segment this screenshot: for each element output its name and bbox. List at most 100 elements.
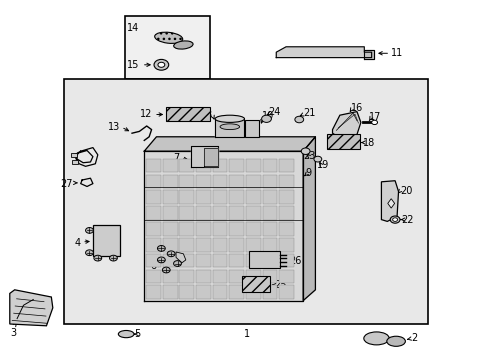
- Text: 1: 1: [244, 329, 249, 339]
- FancyBboxPatch shape: [179, 222, 194, 236]
- Circle shape: [371, 120, 377, 125]
- FancyBboxPatch shape: [179, 285, 194, 299]
- FancyBboxPatch shape: [179, 190, 194, 204]
- FancyBboxPatch shape: [196, 254, 210, 267]
- FancyBboxPatch shape: [179, 175, 194, 188]
- Circle shape: [157, 257, 165, 263]
- FancyBboxPatch shape: [196, 206, 210, 220]
- Polygon shape: [381, 181, 398, 221]
- FancyBboxPatch shape: [63, 79, 427, 324]
- FancyBboxPatch shape: [245, 159, 260, 172]
- FancyBboxPatch shape: [212, 206, 227, 220]
- FancyBboxPatch shape: [196, 190, 210, 204]
- FancyBboxPatch shape: [262, 222, 277, 236]
- FancyBboxPatch shape: [71, 153, 77, 157]
- FancyBboxPatch shape: [72, 160, 78, 164]
- FancyBboxPatch shape: [179, 270, 194, 283]
- FancyBboxPatch shape: [93, 225, 120, 256]
- FancyBboxPatch shape: [229, 254, 244, 267]
- Polygon shape: [303, 137, 315, 301]
- Text: 18: 18: [362, 138, 374, 148]
- Polygon shape: [176, 252, 185, 263]
- FancyBboxPatch shape: [245, 175, 260, 188]
- Polygon shape: [364, 50, 373, 59]
- Text: 21: 21: [303, 108, 315, 118]
- Text: 26: 26: [289, 256, 301, 266]
- FancyBboxPatch shape: [326, 134, 359, 149]
- Text: 12: 12: [140, 109, 152, 120]
- Ellipse shape: [220, 124, 239, 130]
- FancyBboxPatch shape: [279, 222, 293, 236]
- FancyBboxPatch shape: [179, 254, 194, 267]
- Circle shape: [85, 250, 93, 256]
- FancyBboxPatch shape: [212, 190, 227, 204]
- Circle shape: [85, 228, 93, 233]
- FancyBboxPatch shape: [163, 206, 177, 220]
- Text: 16: 16: [350, 103, 363, 113]
- FancyBboxPatch shape: [163, 254, 177, 267]
- Polygon shape: [190, 146, 217, 167]
- Ellipse shape: [154, 32, 183, 44]
- Circle shape: [173, 261, 181, 266]
- FancyBboxPatch shape: [179, 238, 194, 252]
- FancyBboxPatch shape: [245, 238, 260, 252]
- FancyBboxPatch shape: [229, 159, 244, 172]
- FancyBboxPatch shape: [245, 254, 260, 267]
- FancyBboxPatch shape: [229, 285, 244, 299]
- FancyBboxPatch shape: [245, 270, 260, 283]
- Circle shape: [109, 255, 117, 261]
- Polygon shape: [276, 47, 371, 58]
- Text: 15: 15: [127, 60, 139, 70]
- FancyBboxPatch shape: [163, 285, 177, 299]
- FancyBboxPatch shape: [245, 206, 260, 220]
- Polygon shape: [215, 119, 244, 137]
- FancyBboxPatch shape: [212, 175, 227, 188]
- Circle shape: [389, 216, 399, 223]
- FancyBboxPatch shape: [249, 251, 279, 268]
- FancyBboxPatch shape: [242, 276, 270, 292]
- FancyBboxPatch shape: [229, 206, 244, 220]
- Ellipse shape: [386, 336, 405, 346]
- FancyBboxPatch shape: [262, 285, 277, 299]
- Text: 17: 17: [368, 112, 381, 122]
- Text: 5: 5: [134, 329, 141, 339]
- FancyBboxPatch shape: [212, 159, 227, 172]
- FancyBboxPatch shape: [163, 238, 177, 252]
- FancyBboxPatch shape: [163, 175, 177, 188]
- Polygon shape: [144, 151, 303, 301]
- FancyBboxPatch shape: [146, 254, 161, 267]
- FancyBboxPatch shape: [279, 238, 293, 252]
- FancyBboxPatch shape: [245, 190, 260, 204]
- FancyBboxPatch shape: [196, 270, 210, 283]
- Circle shape: [158, 62, 164, 67]
- Text: 2: 2: [410, 333, 416, 343]
- FancyBboxPatch shape: [146, 175, 161, 188]
- Polygon shape: [144, 137, 315, 151]
- FancyBboxPatch shape: [262, 254, 277, 267]
- FancyBboxPatch shape: [196, 159, 210, 172]
- FancyBboxPatch shape: [279, 175, 293, 188]
- Text: 8: 8: [204, 110, 211, 120]
- FancyBboxPatch shape: [163, 190, 177, 204]
- FancyBboxPatch shape: [212, 254, 227, 267]
- FancyBboxPatch shape: [166, 107, 210, 121]
- FancyBboxPatch shape: [279, 190, 293, 204]
- FancyBboxPatch shape: [212, 222, 227, 236]
- Text: 4: 4: [74, 238, 81, 248]
- FancyBboxPatch shape: [196, 238, 210, 252]
- FancyBboxPatch shape: [245, 222, 260, 236]
- FancyBboxPatch shape: [279, 270, 293, 283]
- FancyBboxPatch shape: [279, 206, 293, 220]
- Text: 9: 9: [305, 168, 311, 178]
- Text: 13: 13: [107, 122, 120, 132]
- Polygon shape: [332, 112, 360, 140]
- Text: 24: 24: [267, 107, 280, 117]
- Text: 19: 19: [316, 160, 328, 170]
- Polygon shape: [204, 148, 217, 166]
- FancyBboxPatch shape: [196, 285, 210, 299]
- Circle shape: [154, 59, 168, 70]
- FancyBboxPatch shape: [179, 206, 194, 220]
- Text: 10: 10: [261, 111, 273, 121]
- Text: 20: 20: [399, 186, 411, 196]
- Text: 3: 3: [11, 328, 17, 338]
